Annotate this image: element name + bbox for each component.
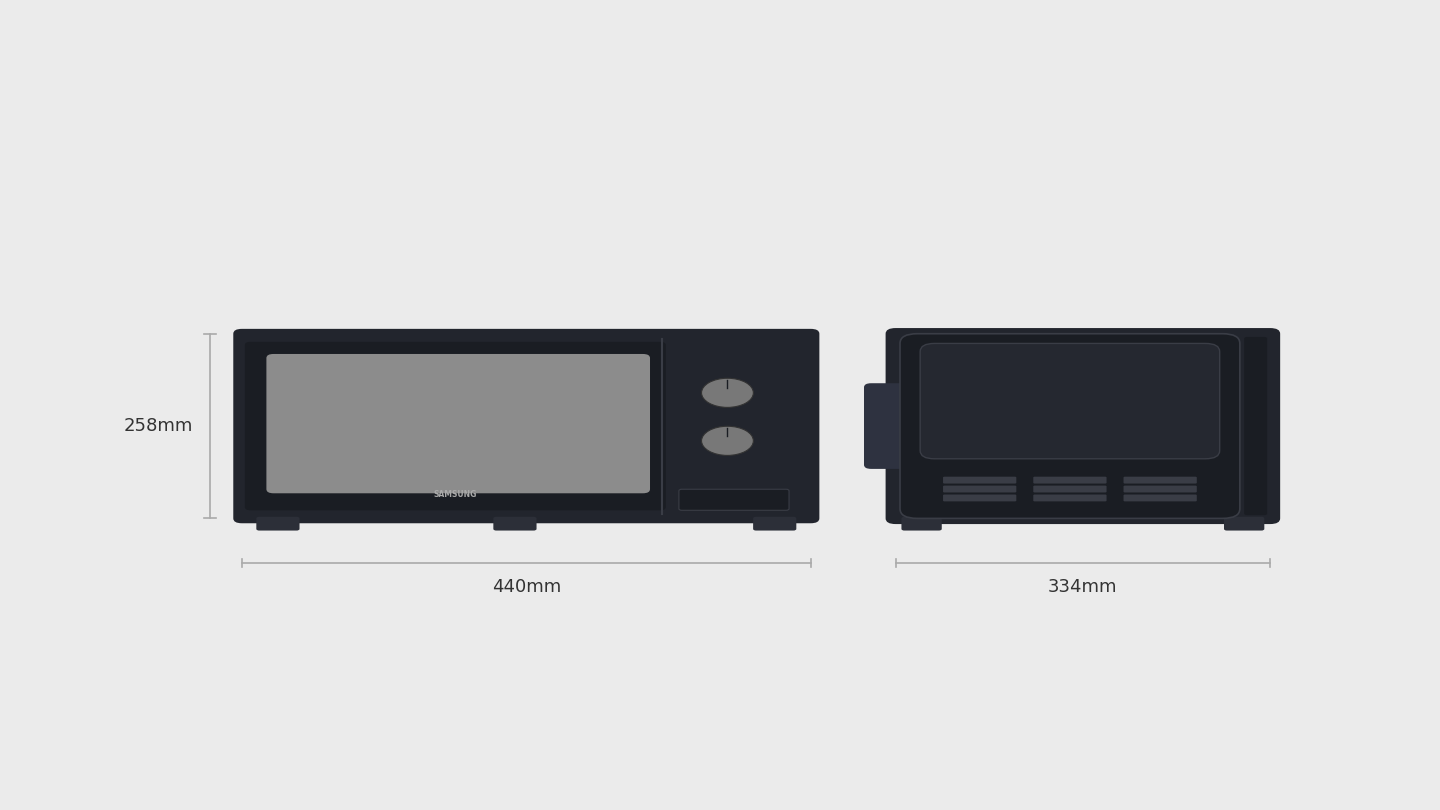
FancyBboxPatch shape	[943, 494, 1017, 501]
FancyBboxPatch shape	[1123, 494, 1197, 501]
FancyBboxPatch shape	[1034, 485, 1106, 492]
FancyBboxPatch shape	[900, 334, 1240, 518]
FancyBboxPatch shape	[886, 328, 1280, 524]
Text: 440mm: 440mm	[491, 578, 562, 595]
FancyBboxPatch shape	[1034, 494, 1106, 501]
FancyBboxPatch shape	[256, 517, 300, 531]
FancyBboxPatch shape	[943, 476, 1017, 484]
Text: 334mm: 334mm	[1048, 578, 1117, 595]
FancyBboxPatch shape	[1224, 517, 1264, 531]
FancyBboxPatch shape	[266, 354, 649, 493]
FancyBboxPatch shape	[943, 485, 1017, 492]
FancyBboxPatch shape	[678, 489, 789, 510]
FancyBboxPatch shape	[233, 329, 819, 523]
FancyBboxPatch shape	[920, 343, 1220, 458]
FancyBboxPatch shape	[1244, 337, 1267, 515]
FancyBboxPatch shape	[245, 342, 665, 510]
FancyBboxPatch shape	[753, 517, 796, 531]
Circle shape	[701, 378, 753, 407]
FancyBboxPatch shape	[864, 383, 913, 469]
FancyBboxPatch shape	[1123, 485, 1197, 492]
Text: SAMSUNG: SAMSUNG	[433, 489, 477, 499]
FancyBboxPatch shape	[901, 517, 942, 531]
FancyBboxPatch shape	[1123, 476, 1197, 484]
FancyBboxPatch shape	[1034, 476, 1106, 484]
Text: 258mm: 258mm	[124, 417, 193, 435]
FancyBboxPatch shape	[494, 517, 537, 531]
Circle shape	[701, 426, 753, 455]
